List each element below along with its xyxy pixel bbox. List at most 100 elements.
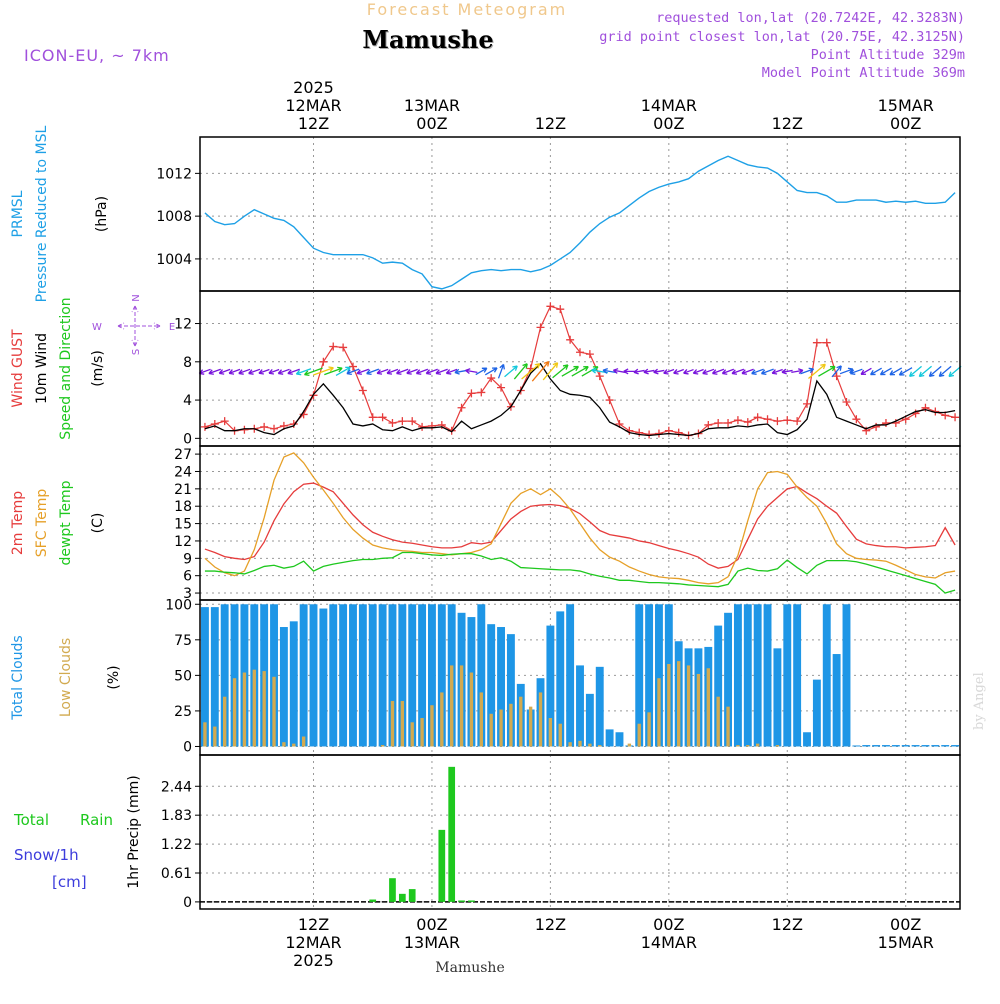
y-tick-label: 0 bbox=[183, 431, 192, 447]
bar-total-clouds bbox=[803, 732, 811, 747]
wind-arrow bbox=[521, 363, 541, 380]
panel-clouds: 0 25 50 75 100 Total Clouds Low Clouds (%) bbox=[10, 597, 961, 756]
time-label-bottom: 12Z bbox=[535, 915, 566, 934]
wind-arrow bbox=[356, 368, 369, 375]
time-label-bottom: 00Z bbox=[653, 915, 684, 934]
bar-low-clouds bbox=[736, 745, 740, 747]
gust-point bbox=[793, 417, 802, 426]
wind-arrow bbox=[889, 367, 903, 376]
wind-arrow bbox=[415, 368, 429, 375]
compass-s: S bbox=[131, 349, 142, 355]
bar-rain bbox=[369, 899, 377, 902]
gust-point bbox=[418, 422, 427, 431]
bar-low-clouds bbox=[252, 669, 256, 747]
gust-point bbox=[881, 419, 890, 428]
wind-arrow bbox=[406, 368, 418, 375]
y-tick-label: 1008 bbox=[156, 209, 192, 225]
axis-label: (C) bbox=[90, 513, 106, 534]
wind-arrow bbox=[808, 363, 826, 379]
gust-point bbox=[773, 417, 782, 426]
bar-low-clouds bbox=[746, 745, 750, 747]
wind-arrow bbox=[831, 365, 842, 378]
credit-watermark: by Angel bbox=[972, 672, 987, 730]
wind-arrow bbox=[781, 368, 793, 375]
y-tick-label: 1.22 bbox=[161, 837, 192, 853]
wind-arrow bbox=[513, 363, 528, 380]
wind-arrow bbox=[623, 368, 635, 375]
wind-arrow bbox=[791, 368, 804, 374]
gust-point bbox=[635, 428, 644, 437]
bar-total-clouds bbox=[882, 745, 890, 747]
wind-arrow bbox=[268, 368, 280, 375]
bar-low-clouds bbox=[272, 676, 276, 747]
axis-label: 1hr Precip (mm) bbox=[126, 775, 142, 888]
bar-low-clouds bbox=[716, 696, 720, 747]
y-tick-label: 75 bbox=[174, 633, 192, 649]
wind-arrow bbox=[277, 368, 290, 375]
bar-total-clouds bbox=[428, 604, 436, 747]
axis-label: Total Clouds bbox=[10, 635, 26, 720]
gust-point bbox=[457, 403, 466, 412]
bar-total-clouds bbox=[763, 604, 772, 747]
bar-total-clouds bbox=[862, 745, 871, 747]
bar-total-clouds bbox=[783, 604, 792, 747]
gust-point bbox=[704, 420, 713, 429]
gust-point bbox=[743, 418, 752, 427]
wind-arrow bbox=[692, 368, 704, 375]
gust-point bbox=[733, 416, 742, 425]
time-label-bottom: 12Z bbox=[772, 915, 803, 934]
bar-total-clouds bbox=[901, 745, 910, 747]
bar-low-clouds bbox=[282, 742, 286, 747]
bar-total-clouds bbox=[289, 621, 298, 747]
wind-arrow bbox=[542, 362, 559, 381]
time-label-bottom: 12MAR bbox=[285, 933, 341, 952]
gust-point bbox=[724, 419, 733, 428]
y-tick-label: 0 bbox=[183, 895, 192, 911]
bar-rain bbox=[438, 829, 446, 902]
gust-point bbox=[576, 348, 584, 357]
wind-arrow bbox=[860, 367, 872, 376]
gust-point bbox=[674, 428, 683, 437]
bar-low-clouds bbox=[706, 668, 710, 747]
time-label-bottom: 00Z bbox=[890, 915, 921, 934]
bar-rain bbox=[448, 766, 456, 902]
axis-label: PRMSL bbox=[10, 190, 26, 237]
panel-wind: 0 4 8 12 Wind GUST 10m Wind Speed and Directio… bbox=[10, 290, 962, 447]
series-line-sfc bbox=[204, 452, 956, 585]
time-label-top: 00Z bbox=[416, 114, 447, 133]
y-tick-label: 2.44 bbox=[161, 779, 192, 795]
bar-total-clouds bbox=[635, 604, 644, 747]
bar-total-clouds bbox=[724, 612, 732, 747]
axis-label: dewpt Temp bbox=[58, 480, 74, 565]
gust-point bbox=[951, 413, 960, 422]
wind-arrow bbox=[653, 368, 665, 375]
wind-arrow bbox=[683, 368, 694, 375]
gust-point bbox=[556, 305, 565, 314]
wind-arrow bbox=[435, 368, 448, 375]
gust-point bbox=[270, 424, 279, 433]
gust-point bbox=[378, 413, 387, 422]
y-tick-label: 4 bbox=[183, 393, 192, 409]
time-label-bottom: 13MAR bbox=[404, 933, 460, 952]
bar-total-clouds bbox=[329, 604, 338, 747]
bar-total-clouds bbox=[487, 624, 496, 747]
gust-point bbox=[566, 335, 575, 344]
bar-low-clouds bbox=[242, 672, 247, 747]
wind-arrow bbox=[879, 367, 892, 376]
wind-arrow bbox=[898, 367, 913, 376]
y-tick-label: 50 bbox=[174, 668, 192, 684]
bar-low-clouds bbox=[440, 692, 444, 747]
y-tick-label: 0 bbox=[183, 739, 192, 755]
bar-total-clouds bbox=[230, 604, 239, 747]
panel-frame bbox=[199, 136, 961, 292]
bar-total-clouds bbox=[497, 627, 505, 747]
gust-point bbox=[852, 415, 861, 424]
bar-total-clouds bbox=[655, 604, 663, 747]
wind-arrow bbox=[751, 368, 764, 375]
product-title: Forecast Meteogram bbox=[367, 0, 567, 19]
wind-arrow bbox=[465, 368, 478, 374]
gust-point bbox=[891, 419, 900, 428]
bar-total-clouds bbox=[220, 604, 229, 747]
